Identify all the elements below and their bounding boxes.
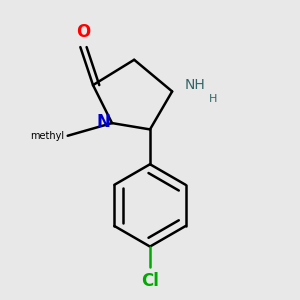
Text: O: O bbox=[76, 23, 91, 41]
Text: H: H bbox=[208, 94, 217, 104]
Text: N: N bbox=[97, 112, 110, 130]
Text: NH: NH bbox=[185, 78, 206, 92]
Text: methyl: methyl bbox=[30, 131, 64, 141]
Text: Cl: Cl bbox=[141, 272, 159, 290]
